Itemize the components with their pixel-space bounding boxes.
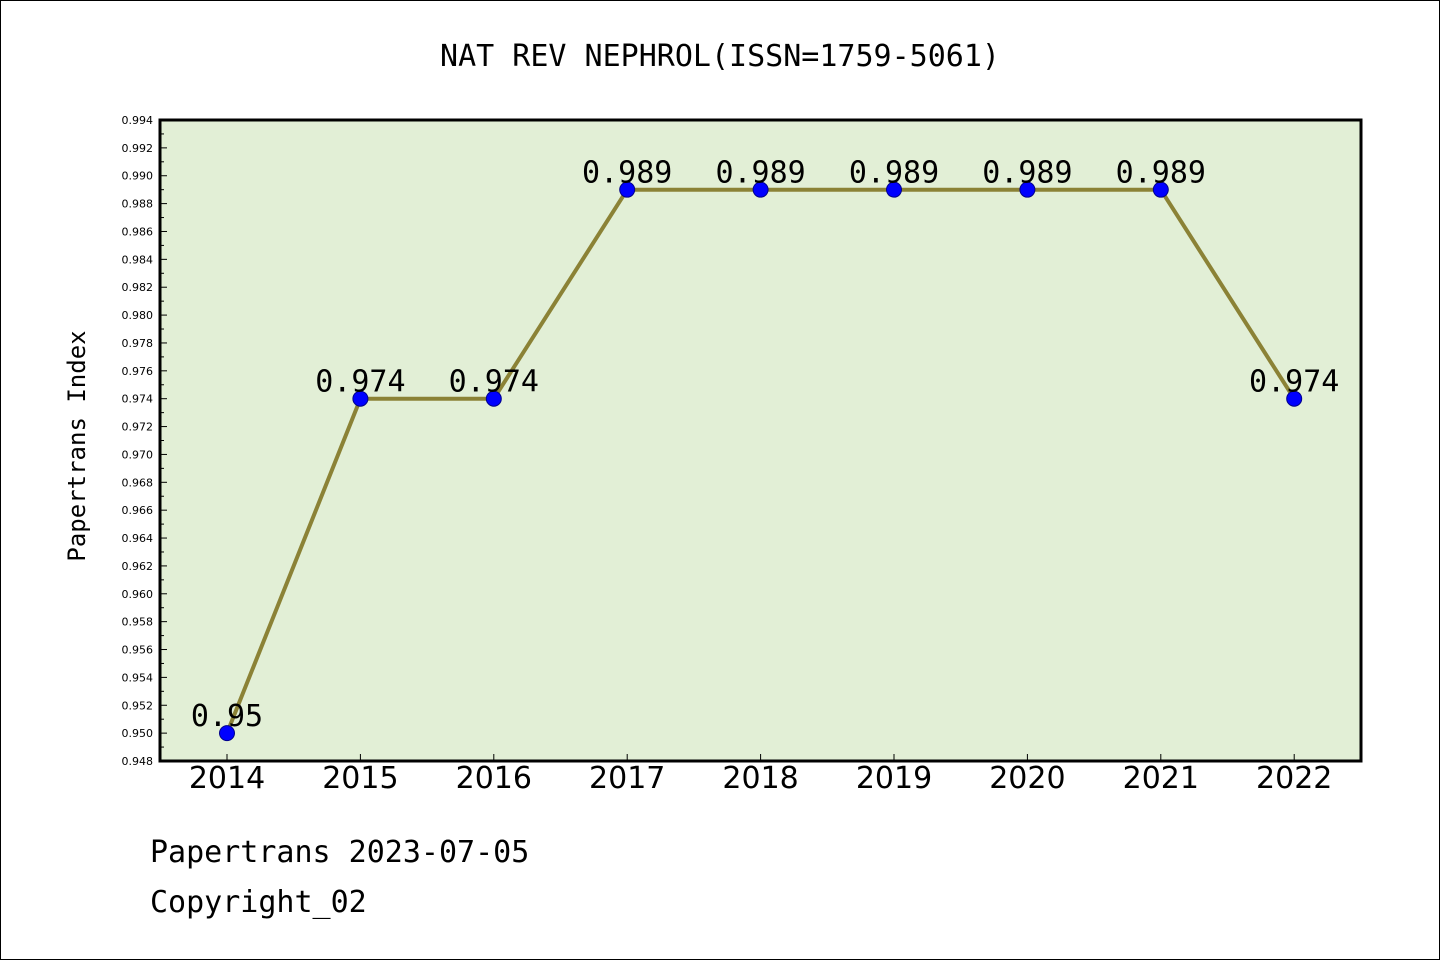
data-point bbox=[1286, 390, 1303, 407]
x-tick-label: 2020 bbox=[989, 761, 1065, 796]
x-tick-label: 2017 bbox=[589, 761, 665, 796]
data-point bbox=[1019, 181, 1036, 198]
y-tick-label: 0.958 bbox=[122, 616, 154, 629]
x-tick-label: 2019 bbox=[856, 761, 932, 796]
y-tick-label: 0.972 bbox=[122, 421, 154, 434]
data-label: 0.989 bbox=[1116, 156, 1206, 191]
data-label: 0.989 bbox=[715, 156, 805, 191]
data-label: 0.989 bbox=[582, 156, 672, 191]
data-point bbox=[886, 181, 902, 198]
y-tick-label: 0.974 bbox=[122, 393, 154, 406]
y-tick-label: 0.968 bbox=[122, 476, 154, 489]
x-tick-label: 2021 bbox=[1123, 761, 1199, 796]
data-point bbox=[352, 390, 369, 407]
y-tick-label: 0.990 bbox=[122, 170, 154, 183]
y-tick-label: 0.992 bbox=[122, 142, 154, 155]
y-tick-label: 0.964 bbox=[122, 532, 154, 545]
y-tick-label: 0.982 bbox=[122, 281, 154, 294]
data-label: 0.95 bbox=[191, 699, 263, 734]
y-tick-label: 0.984 bbox=[122, 253, 154, 266]
y-tick-label: 0.960 bbox=[122, 588, 154, 601]
series-group: 0.95 0.974 0.974 0.989 0.989 0.989 0.989 0.989 0… bbox=[191, 156, 1339, 742]
y-tick-label: 0.994 bbox=[122, 114, 154, 127]
chart-title: NAT REV NEPHROL(ISSN=1759-5061) bbox=[440, 39, 1000, 74]
y-tick-label: 0.952 bbox=[122, 699, 154, 712]
x-tick-label: 2016 bbox=[456, 761, 532, 796]
y-tick-label: 0.988 bbox=[122, 198, 154, 211]
data-label: 0.989 bbox=[982, 156, 1072, 191]
y-tick-label: 0.956 bbox=[122, 644, 154, 657]
y-tick-label: 0.978 bbox=[122, 337, 154, 350]
footer-copyright: Copyright_02 bbox=[150, 885, 367, 920]
data-point bbox=[1152, 181, 1169, 198]
y-tick-label: 0.954 bbox=[122, 671, 154, 684]
y-tick-label: 0.986 bbox=[122, 225, 154, 238]
y-tick-label: 0.962 bbox=[122, 560, 154, 573]
y-tick-label: 0.966 bbox=[122, 504, 154, 517]
data-point bbox=[485, 390, 502, 407]
data-label: 0.974 bbox=[315, 365, 405, 400]
y-tick-label: 0.976 bbox=[122, 365, 154, 378]
x-axis: 2014 2015 2016 2017 2018 2019 2020 2021 2022 bbox=[189, 754, 1332, 796]
x-tick-label: 2018 bbox=[722, 761, 798, 796]
data-point bbox=[752, 181, 769, 198]
data-label: 0.974 bbox=[449, 365, 539, 400]
data-label: 0.974 bbox=[1249, 365, 1339, 400]
y-tick-label: 0.970 bbox=[122, 448, 154, 461]
y-tick-label: 0.980 bbox=[122, 309, 154, 322]
x-tick-label: 2015 bbox=[322, 761, 398, 796]
y-tick-label: 0.950 bbox=[122, 727, 154, 740]
x-tick-label: 2014 bbox=[189, 761, 265, 796]
data-label: 0.989 bbox=[849, 156, 939, 191]
data-point bbox=[619, 181, 636, 198]
y-tick-label: 0.948 bbox=[122, 755, 154, 768]
footer-date: Papertrans 2023-07-05 bbox=[150, 835, 530, 870]
y-axis-label: Papertrans Index bbox=[63, 330, 91, 561]
data-point bbox=[219, 725, 235, 742]
y-axis: 0.948 0.950 0.952 0.954 0.956 0.958 0.960 0.962… bbox=[122, 114, 167, 768]
plot-area bbox=[158, 118, 1363, 763]
x-tick-label: 2022 bbox=[1256, 761, 1332, 796]
